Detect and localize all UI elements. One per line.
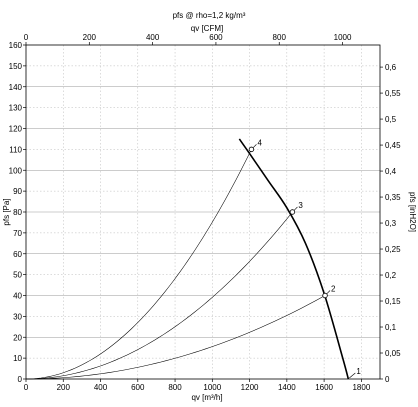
y-tick-label: 150 [9,62,23,71]
x2-tick-label: 600 [209,33,223,42]
y-axis-title: pfs [Pa] [2,198,11,225]
x2-axis-title: qv [CFM] [191,24,223,33]
x2-tick-label: 200 [83,33,97,42]
y2-tick-label: 0,25 [385,245,401,254]
y-tick-label: 40 [13,292,22,301]
x2-tick-label: 0 [24,33,29,42]
operating-point-leader [293,206,298,211]
x-tick-label: 1000 [203,383,221,392]
operating-point-leader [252,144,257,148]
y2-axis-title: pfs [inH2O] [408,192,417,232]
y2-tick-label: 0,15 [385,297,401,306]
x2-tick-label: 1000 [334,33,352,42]
y-tick-label: 50 [13,271,22,280]
x-tick-label: 1600 [315,383,333,392]
x-tick-label: 800 [168,383,182,392]
operating-point-label: 3 [298,201,303,210]
y2-tick-label: 0,2 [385,271,397,280]
fan-curve [238,138,350,380]
y-tick-label: 0 [18,375,23,384]
y2-tick-label: 0 [385,375,390,384]
y-tick-label: 140 [9,83,23,92]
y-tick-label: 70 [13,229,22,238]
y-tick-label: 60 [13,250,22,259]
y-tick-label: 30 [13,312,22,321]
x-tick-label: 1400 [278,383,296,392]
system-curve-4 [25,149,252,380]
operating-point-leader [326,290,331,295]
y2-tick-label: 0,1 [385,323,397,332]
y-tick-label: 160 [9,41,23,50]
y2-tick-label: 0,55 [385,89,401,98]
x-tick-label: 1200 [241,383,259,392]
x-tick-label: 200 [57,383,71,392]
operating-point-label: 4 [257,138,262,147]
system-curve-2 [25,295,326,380]
x-axis-title: qv [m³/h] [191,393,222,402]
operating-point-leader [349,372,356,379]
x2-tick-label: 400 [146,33,160,42]
y-tick-label: 130 [9,104,23,113]
y2-tick-label: 0,5 [385,115,397,124]
axes: 0102030405060708090100110120130140150160… [9,33,401,392]
operating-point-label: 1 [356,367,361,376]
y-tick-label: 120 [9,125,23,134]
x-tick-label: 1800 [352,383,370,392]
x-tick-label: 600 [131,383,145,392]
chart-title: pfs @ rho=1,2 kg/m³ [173,11,246,20]
operating-point-3 [289,209,296,215]
y-tick-label: 80 [13,208,22,217]
y-tick-label: 90 [13,187,22,196]
y2-tick-label: 0,45 [385,141,401,150]
y-tick-label: 100 [9,166,23,175]
y2-tick-label: 0,4 [385,167,397,176]
operating-point-2 [322,292,328,299]
y2-tick-label: 0,6 [385,63,397,72]
grid [26,45,380,379]
y-tick-label: 10 [13,354,22,363]
operating-point-4 [248,146,255,153]
y-tick-label: 20 [13,333,22,342]
x-tick-label: 0 [24,383,29,392]
x-tick-label: 400 [94,383,108,392]
operating-points: 1 2 3 4 [248,138,361,379]
y-tick-label: 110 [9,145,22,154]
y2-tick-label: 0,05 [385,349,401,358]
y2-tick-label: 0,35 [385,193,401,202]
x2-tick-label: 800 [273,33,287,42]
curves [25,138,350,380]
operating-point-label: 2 [331,285,336,294]
y2-tick-label: 0,3 [385,219,397,228]
system-curve-3 [25,211,293,380]
